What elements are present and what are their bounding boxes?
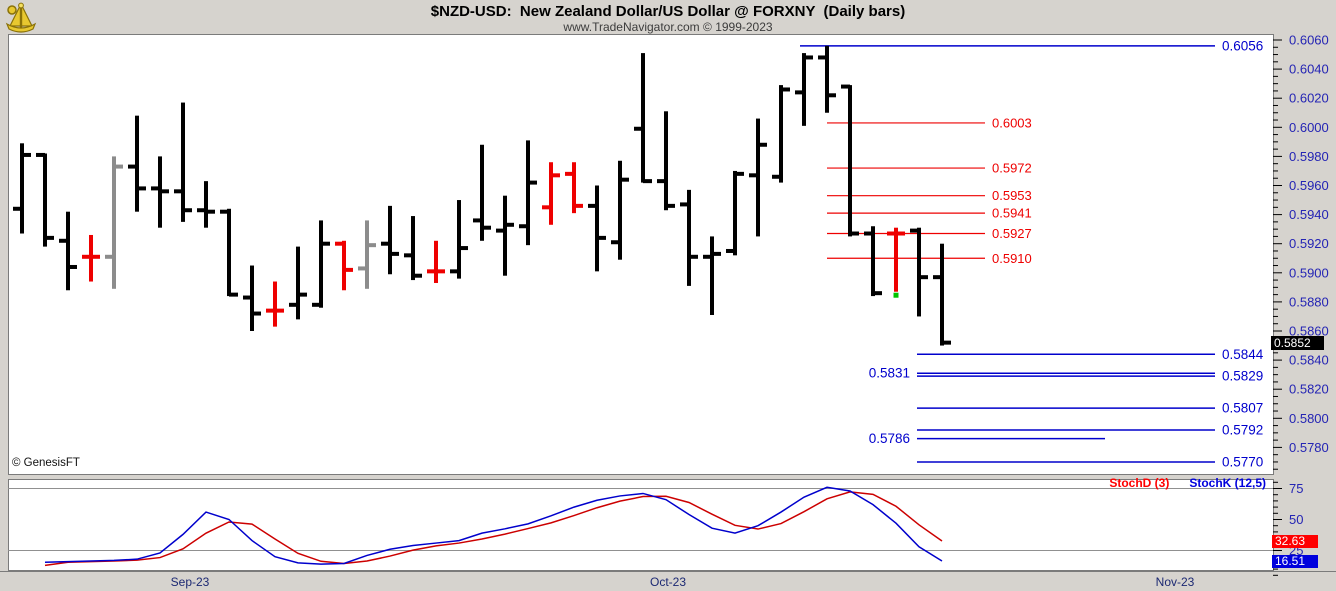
price-axis-label: 0.5920 [1289, 236, 1329, 251]
price-axis-label: 0.5900 [1289, 265, 1329, 280]
stoch-axis-label: 50 [1289, 512, 1303, 527]
price-axis-label: 0.5820 [1289, 382, 1329, 397]
genesis-watermark: © GenesisFT [12, 457, 80, 469]
last-price-badge: 0.5852 [1271, 335, 1324, 350]
stochd-legend-label[interactable]: StochD (3) [1109, 476, 1170, 490]
price-axis-label: 0.6000 [1289, 120, 1329, 135]
trade-navigator-sextant-logo [5, 2, 37, 33]
stochk-value-badge: 16.51 [1272, 554, 1318, 568]
stochk-legend-label[interactable]: StochK (12,5) [1189, 476, 1266, 490]
price-axis-label: 0.6060 [1289, 33, 1329, 48]
chart-subtitle: www.TradeNavigator.com © 1999-2023 [563, 20, 773, 34]
stoch-legend: StochD (3) StochK (12,5) [8, 476, 1266, 490]
price-axis-label: 0.5980 [1289, 149, 1329, 164]
price-axis-label: 0.5780 [1289, 440, 1329, 455]
chart-title: $NZD-USD: New Zealand Dollar/US Dollar @… [430, 3, 906, 20]
month-label: Oct-23 [649, 575, 687, 589]
price-axis-label: 0.5940 [1289, 207, 1329, 222]
stoch-axis-label: 75 [1289, 481, 1303, 496]
month-label: Nov-23 [1155, 575, 1195, 589]
stochastic-panel[interactable] [8, 479, 1274, 571]
date-axis[interactable]: Sep-23 Oct-23 Nov-23 [0, 571, 1336, 591]
price-axis-label: 0.5800 [1289, 411, 1329, 426]
price-chart-panel[interactable] [8, 34, 1274, 475]
month-label: Sep-23 [170, 575, 210, 589]
price-axis-label: 0.5880 [1289, 294, 1329, 309]
stochd-value-badge: 32.63 [1272, 534, 1318, 548]
price-axis-label: 0.5960 [1289, 178, 1329, 193]
price-axis-label: 0.5840 [1289, 353, 1329, 368]
price-axis-label: 0.6020 [1289, 91, 1329, 106]
price-axis-label: 0.6040 [1289, 62, 1329, 77]
